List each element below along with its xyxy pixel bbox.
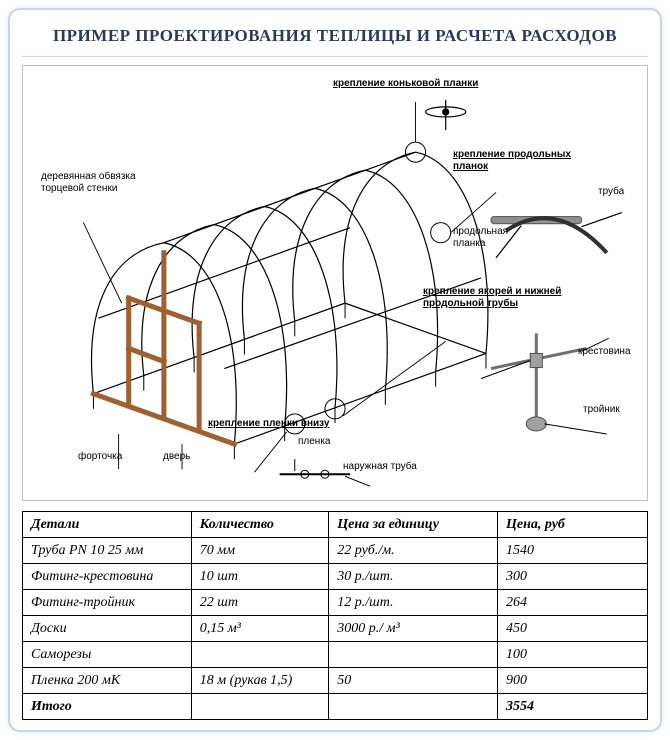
table-row: Труба PN 10 25 мм70 мм22 руб./м.1540 <box>23 538 648 564</box>
outer-frame: ПРИМЕР ПРОЕКТИРОВАНИЯ ТЕПЛИЦЫ И РАСЧЕТА … <box>8 8 662 732</box>
table-header-row: Детали Количество Цена за единицу Цена, … <box>23 512 648 538</box>
table-body: Труба PN 10 25 мм70 мм22 руб./м.1540 Фит… <box>23 538 648 720</box>
table-row: Фитинг-тройник22 шт12 р./шт.264 <box>23 590 648 616</box>
label-long-fastening-2: планок <box>453 161 488 172</box>
greenhouse-diagram: крепление коньковой планки деревянная об… <box>22 65 648 501</box>
table-total-row: Итого3554 <box>23 694 648 720</box>
label-long-plank-2: планка <box>453 238 486 249</box>
th-unit: Цена за единицу <box>329 512 498 538</box>
label-anchor-1: крепление якорей и нижней <box>423 286 561 297</box>
th-price: Цена, руб <box>498 512 648 538</box>
label-wood-binding-2: торцевой стенки <box>41 183 117 194</box>
label-film: пленка <box>298 436 331 447</box>
label-tube: труба <box>598 186 624 197</box>
table-row: Доски0,15 м³3000 р./ м³450 <box>23 616 648 642</box>
table-row: Саморезы100 <box>23 642 648 668</box>
page-title: ПРИМЕР ПРОЕКТИРОВАНИЯ ТЕПЛИЦЫ И РАСЧЕТА … <box>22 20 648 57</box>
th-detail: Детали <box>23 512 192 538</box>
label-long-plank-1: продольная <box>453 226 508 237</box>
label-anchor-2: продольной трубы <box>423 298 518 309</box>
diagram-svg <box>23 66 647 500</box>
th-qty: Количество <box>191 512 329 538</box>
label-vent: форточка <box>78 451 122 462</box>
label-door: дверь <box>163 451 190 462</box>
table-row: Фитинг-крестовина10 шт30 р./шт.300 <box>23 564 648 590</box>
label-tee: тройник <box>583 404 620 415</box>
label-outer-tube: наружная труба <box>343 461 417 472</box>
cost-table: Детали Количество Цена за единицу Цена, … <box>22 511 648 720</box>
label-ridge-fastening: крепление коньковой планки <box>333 78 478 89</box>
table-row: Пленка 200 мК18 м (рукав 1,5) 50900 <box>23 668 648 694</box>
label-cross: крестовина <box>578 346 631 357</box>
label-wood-binding-1: деревянная обвязка <box>41 171 136 182</box>
label-long-fastening-1: крепление продольных <box>453 149 571 160</box>
label-film-bottom: крепление пленки внизу <box>208 418 329 429</box>
